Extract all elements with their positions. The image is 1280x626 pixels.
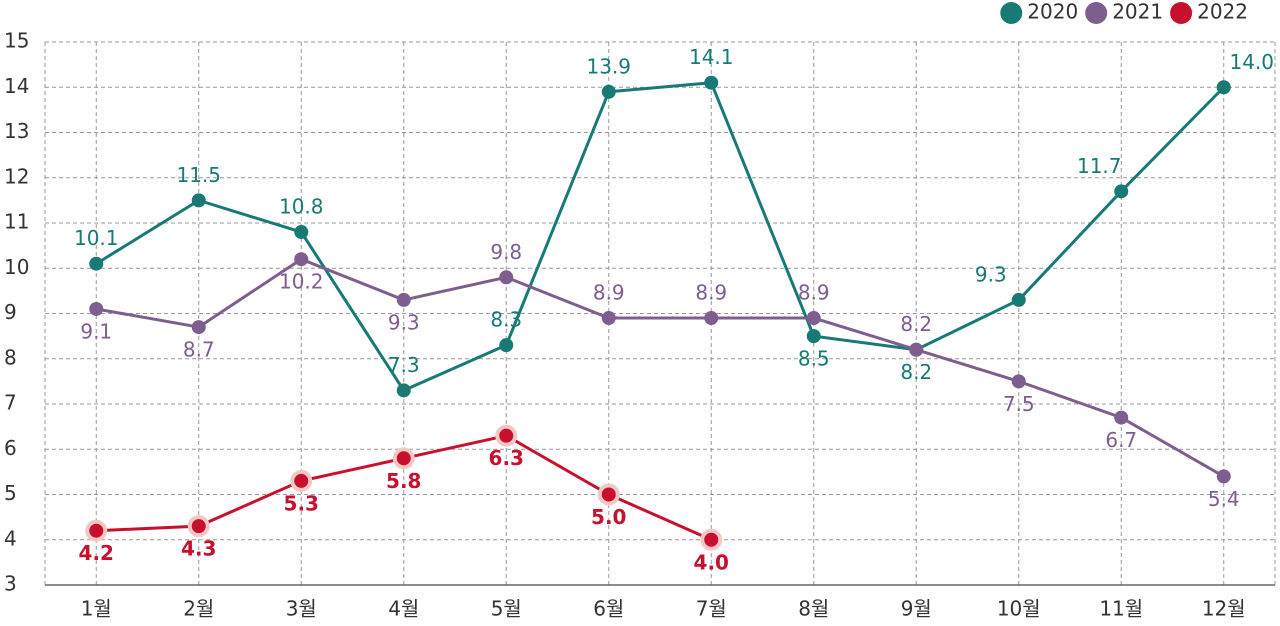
data-label: 9.1 <box>80 319 112 343</box>
y-tick-label: 6 <box>4 436 17 460</box>
data-label: 11.7 <box>1077 154 1122 178</box>
data-label: 5.8 <box>386 469 421 493</box>
point <box>499 338 514 353</box>
y-tick-label: 3 <box>4 572 17 596</box>
data-label: 4.3 <box>181 537 216 561</box>
data-label: 13.9 <box>586 54 631 78</box>
point <box>1011 374 1026 389</box>
data-label: 4.2 <box>79 541 114 565</box>
point <box>499 428 514 443</box>
data-label: 10.8 <box>279 195 324 219</box>
point <box>704 75 719 90</box>
legend-label: 2020 <box>1027 0 1078 24</box>
point <box>396 451 411 466</box>
x-tick-label: 3월 <box>286 597 317 621</box>
data-label: 7.5 <box>1003 392 1035 416</box>
point <box>294 252 309 267</box>
data-label: 8.2 <box>900 360 932 384</box>
data-label: 8.9 <box>695 281 727 305</box>
x-tick-label: 7월 <box>696 597 727 621</box>
point <box>601 487 616 502</box>
data-label: 8.3 <box>490 308 522 332</box>
line-2021 <box>95 257 1225 478</box>
y-tick-label: 15 <box>4 29 29 53</box>
y-tick-label: 10 <box>4 255 29 279</box>
x-tick-label: 2월 <box>183 597 214 621</box>
data-label: 6.7 <box>1105 428 1137 452</box>
line-2020 <box>95 81 1225 393</box>
data-label: 8.7 <box>183 338 215 362</box>
point <box>191 320 206 335</box>
point <box>294 473 309 488</box>
y-tick-label: 5 <box>4 481 17 505</box>
legend-label: 2022 <box>1197 0 1248 24</box>
legend-label: 2021 <box>1112 0 1163 24</box>
point <box>704 532 719 547</box>
x-tick-label: 4월 <box>388 597 419 621</box>
x-tick-label: 6월 <box>593 597 624 621</box>
point <box>89 301 104 316</box>
point <box>396 383 411 398</box>
point <box>1114 410 1129 425</box>
point <box>601 84 616 99</box>
x-tick-label: 9월 <box>901 597 932 621</box>
y-tick-label: 14 <box>4 74 29 98</box>
point <box>1216 80 1231 95</box>
x-tick-label: 1월 <box>81 597 112 621</box>
point <box>191 193 206 208</box>
data-label: 9.3 <box>975 262 1007 286</box>
legend-marker <box>1170 2 1193 24</box>
y-tick-label: 12 <box>4 164 29 188</box>
point <box>806 311 821 326</box>
point <box>704 311 719 326</box>
data-label: 8.9 <box>798 281 830 305</box>
point <box>601 311 616 326</box>
y-tick-label: 9 <box>4 300 17 324</box>
point <box>1011 292 1026 307</box>
data-label: 8.2 <box>900 312 932 336</box>
data-label: 4.0 <box>694 550 729 574</box>
legend-marker <box>1085 2 1108 24</box>
point <box>89 256 104 271</box>
data-label: 10.2 <box>279 270 324 294</box>
data-label: 8.5 <box>798 347 830 371</box>
point <box>396 292 411 307</box>
x-tick-label: 12월 <box>1202 597 1246 621</box>
y-tick-label: 13 <box>4 119 29 143</box>
point <box>499 270 514 285</box>
y-tick-label: 4 <box>4 526 17 550</box>
data-label: 14.1 <box>689 45 734 69</box>
data-label: 7.3 <box>388 353 420 377</box>
x-tick-label: 8월 <box>798 597 829 621</box>
data-label: 11.5 <box>176 163 221 187</box>
point <box>1216 469 1231 484</box>
point <box>909 342 924 357</box>
data-label: 10.1 <box>74 226 119 250</box>
point <box>191 519 206 534</box>
data-label: 9.3 <box>388 310 420 334</box>
x-tick-label: 11월 <box>1099 597 1143 621</box>
y-tick-label: 11 <box>4 210 29 234</box>
data-label: 9.8 <box>490 240 522 264</box>
data-label: 5.3 <box>284 491 319 515</box>
point <box>294 225 309 240</box>
point <box>806 329 821 344</box>
x-tick-label: 10월 <box>997 597 1041 621</box>
data-label: 5.4 <box>1208 487 1240 511</box>
y-tick-label: 8 <box>4 345 17 369</box>
data-label: 5.0 <box>591 505 626 529</box>
point <box>89 523 104 538</box>
data-label: 14.0 <box>1229 50 1274 74</box>
x-tick-label: 5월 <box>491 597 522 621</box>
y-tick-label: 7 <box>4 391 17 415</box>
data-label: 8.9 <box>593 281 625 305</box>
data-label: 6.3 <box>489 446 524 470</box>
point <box>1114 184 1129 199</box>
legend-marker <box>1000 2 1023 24</box>
